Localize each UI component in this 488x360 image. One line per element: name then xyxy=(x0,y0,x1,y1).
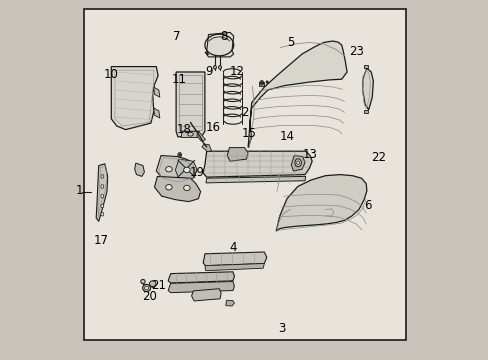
Ellipse shape xyxy=(294,159,301,167)
Text: 23: 23 xyxy=(349,45,364,58)
Polygon shape xyxy=(156,156,197,181)
Polygon shape xyxy=(258,82,264,86)
Ellipse shape xyxy=(260,81,263,85)
Polygon shape xyxy=(197,131,205,141)
Ellipse shape xyxy=(101,204,103,208)
Polygon shape xyxy=(202,144,211,152)
Ellipse shape xyxy=(142,284,150,292)
Polygon shape xyxy=(204,32,233,57)
Text: 21: 21 xyxy=(151,279,166,292)
Text: 2: 2 xyxy=(241,106,248,119)
Text: 8: 8 xyxy=(220,30,227,42)
Polygon shape xyxy=(362,68,373,110)
Text: 17: 17 xyxy=(94,234,109,247)
Text: 11: 11 xyxy=(171,73,186,86)
Ellipse shape xyxy=(179,154,180,156)
Text: 19: 19 xyxy=(189,166,204,179)
Ellipse shape xyxy=(187,132,193,136)
Polygon shape xyxy=(191,289,221,301)
Text: 7: 7 xyxy=(173,30,181,43)
Polygon shape xyxy=(181,131,199,137)
Ellipse shape xyxy=(149,281,156,287)
Ellipse shape xyxy=(144,286,148,290)
Polygon shape xyxy=(276,175,366,231)
Text: 6: 6 xyxy=(363,199,371,212)
Ellipse shape xyxy=(165,166,172,172)
Text: 14: 14 xyxy=(279,130,294,143)
Text: 9: 9 xyxy=(205,65,213,78)
Ellipse shape xyxy=(265,81,268,83)
Polygon shape xyxy=(363,65,367,68)
Text: 15: 15 xyxy=(241,127,256,140)
Polygon shape xyxy=(153,87,160,97)
Polygon shape xyxy=(291,156,305,171)
Ellipse shape xyxy=(101,185,103,188)
Ellipse shape xyxy=(213,66,216,69)
Ellipse shape xyxy=(101,175,103,178)
Bar xyxy=(84,9,406,340)
Polygon shape xyxy=(204,264,264,271)
Ellipse shape xyxy=(183,185,190,191)
Text: 5: 5 xyxy=(286,36,294,49)
Polygon shape xyxy=(168,272,234,283)
Polygon shape xyxy=(154,176,200,202)
Ellipse shape xyxy=(218,66,221,69)
Polygon shape xyxy=(134,163,144,176)
Text: 13: 13 xyxy=(302,148,317,161)
Text: 18: 18 xyxy=(177,123,191,136)
Ellipse shape xyxy=(260,82,262,84)
Ellipse shape xyxy=(165,185,172,190)
Polygon shape xyxy=(175,159,197,179)
Polygon shape xyxy=(205,176,305,183)
Ellipse shape xyxy=(101,212,103,216)
Polygon shape xyxy=(203,151,311,177)
Text: 22: 22 xyxy=(370,151,386,164)
Polygon shape xyxy=(111,67,158,130)
Polygon shape xyxy=(247,41,346,148)
Text: 16: 16 xyxy=(205,121,220,134)
Polygon shape xyxy=(227,148,247,161)
Text: 20: 20 xyxy=(142,291,157,303)
Polygon shape xyxy=(96,164,107,221)
Polygon shape xyxy=(203,252,266,266)
Polygon shape xyxy=(363,110,367,113)
Ellipse shape xyxy=(183,167,190,172)
Polygon shape xyxy=(168,282,234,293)
Ellipse shape xyxy=(296,161,299,165)
Polygon shape xyxy=(225,300,234,306)
Ellipse shape xyxy=(141,279,145,284)
Text: 3: 3 xyxy=(277,322,285,335)
Polygon shape xyxy=(176,72,204,137)
Ellipse shape xyxy=(101,194,103,198)
Text: 10: 10 xyxy=(103,68,118,81)
Text: 12: 12 xyxy=(229,65,244,78)
Text: 4: 4 xyxy=(229,241,236,254)
Text: 1: 1 xyxy=(75,184,82,197)
Polygon shape xyxy=(153,108,160,118)
Ellipse shape xyxy=(178,153,181,157)
